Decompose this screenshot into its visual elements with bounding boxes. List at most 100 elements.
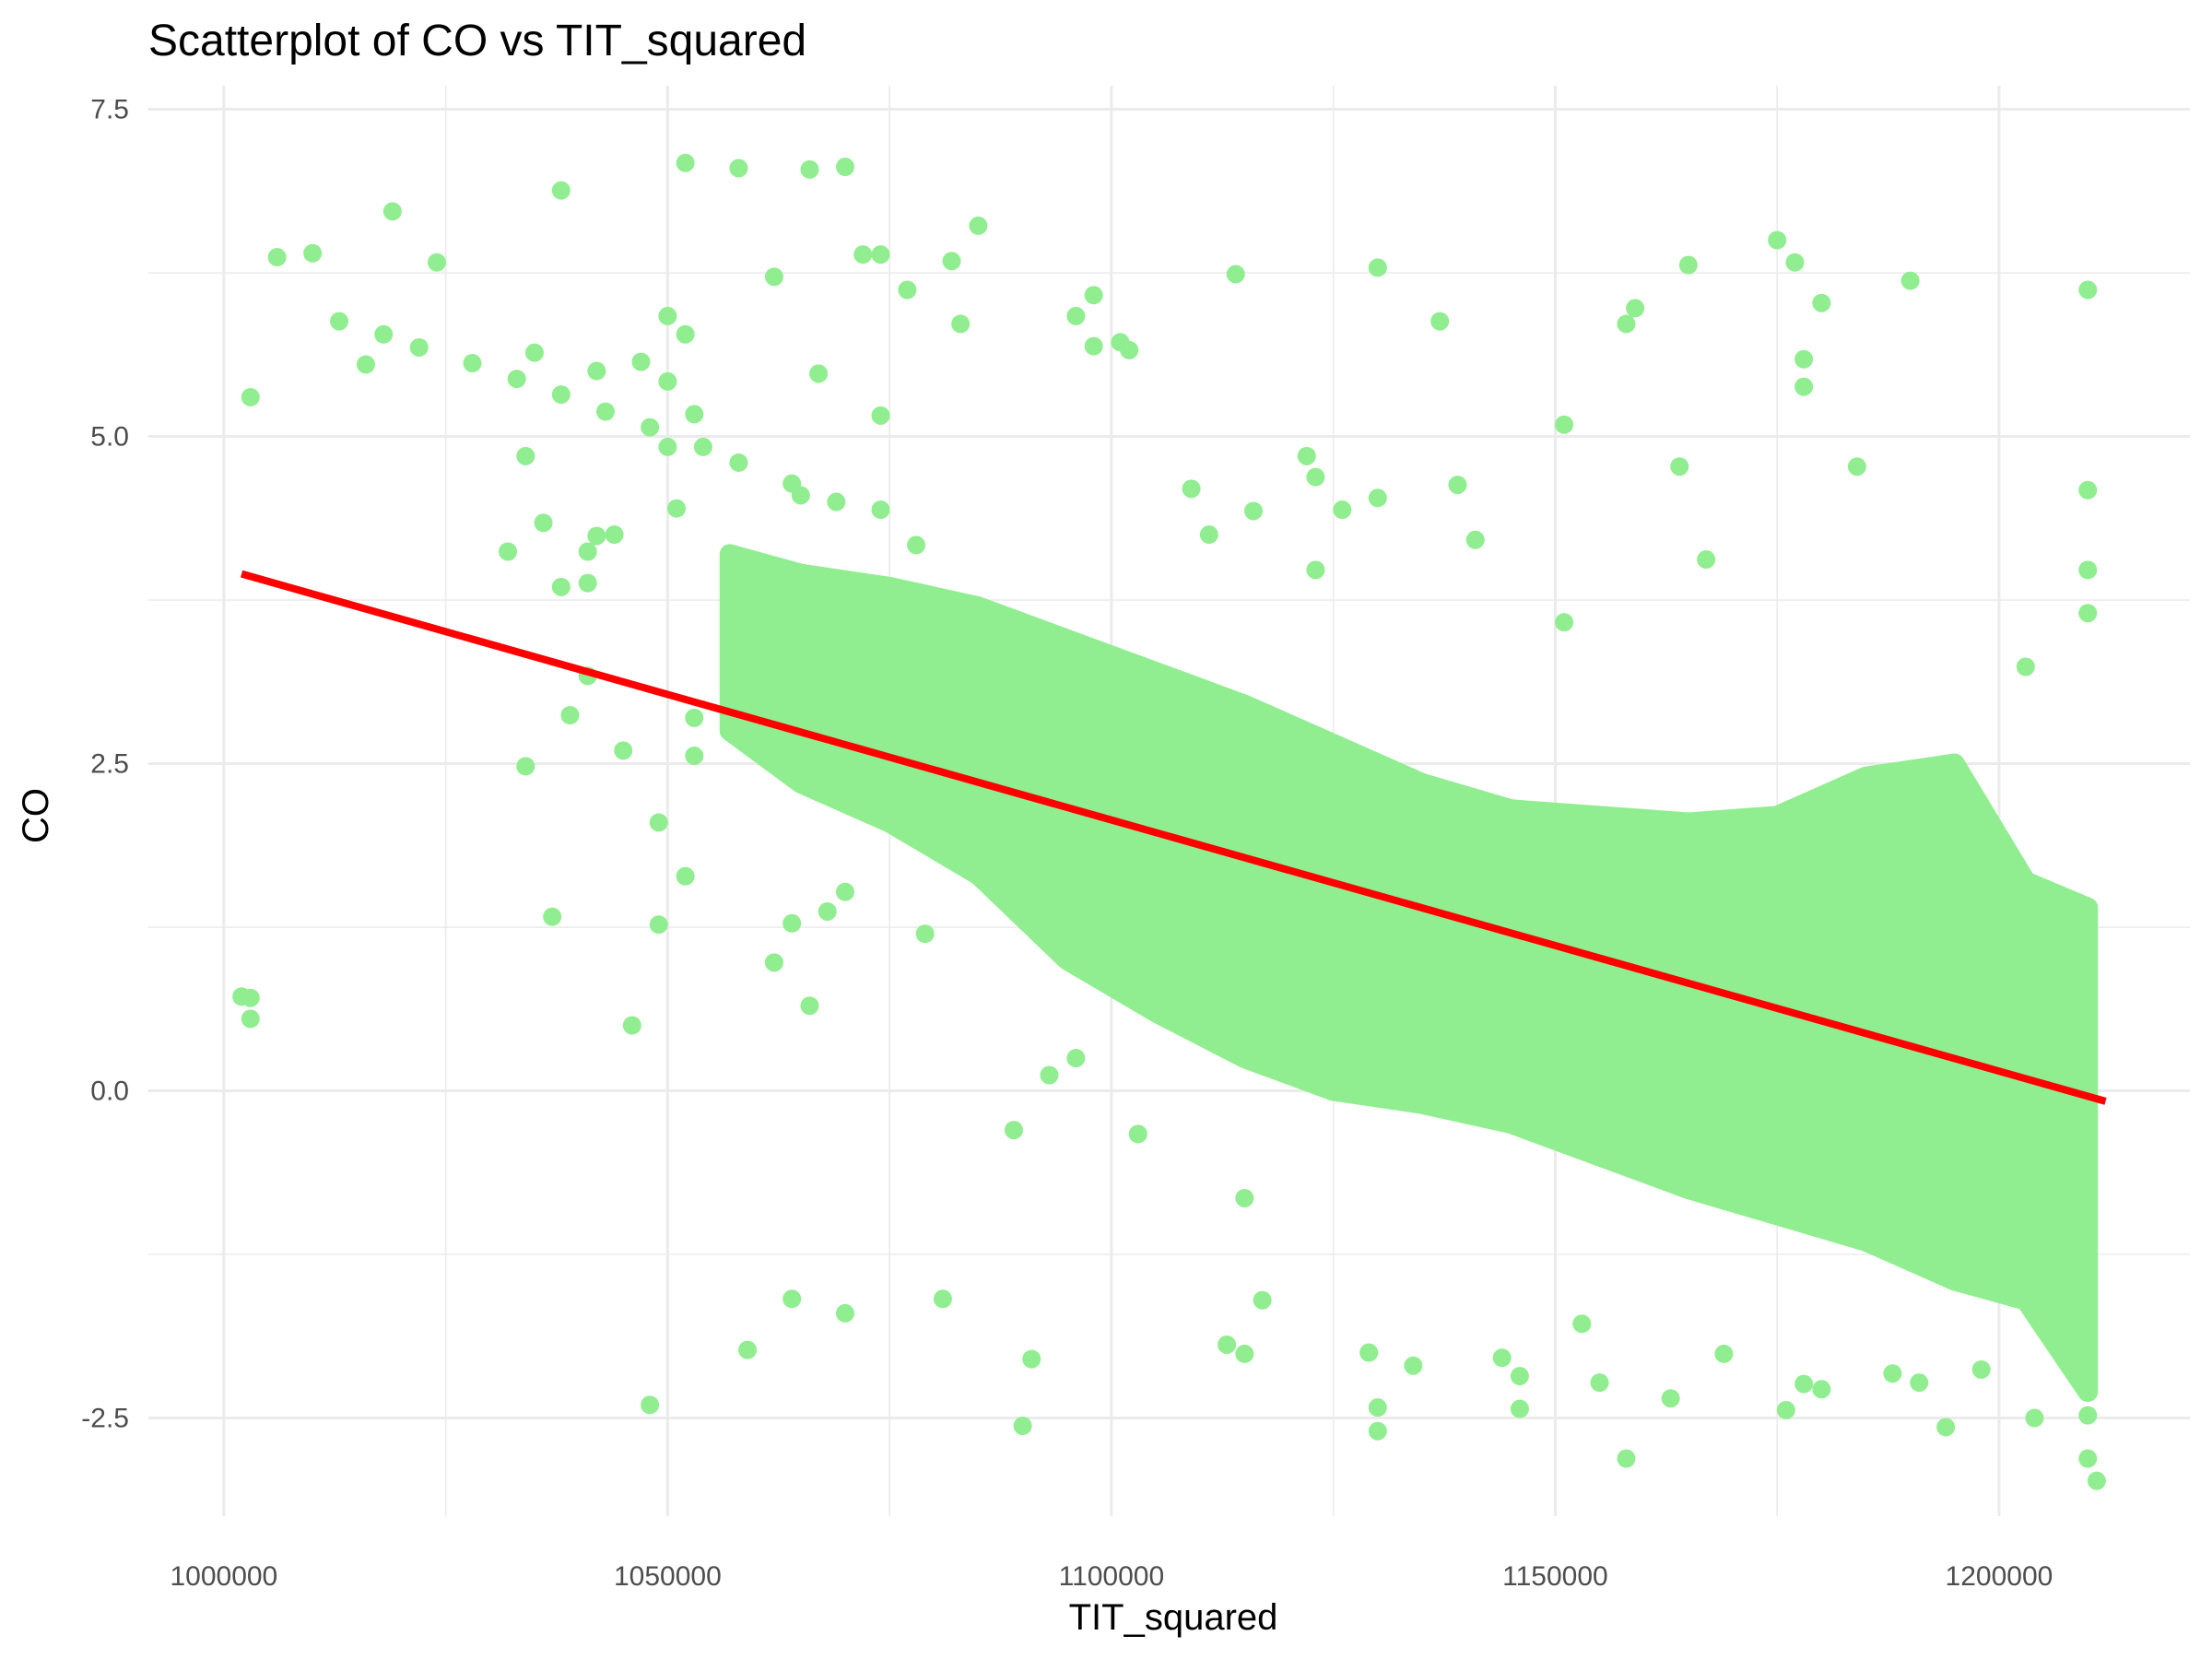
scatter-point (649, 915, 668, 935)
scatter-point (1847, 457, 1866, 477)
scatter-point (1617, 1449, 1636, 1468)
scatter-point (578, 542, 597, 561)
scatter-point (658, 437, 677, 456)
scatter-point (782, 913, 802, 933)
y-tick-label: -2.5 (81, 1404, 129, 1434)
scatter-point (631, 352, 651, 371)
scatter-point (649, 813, 668, 832)
scatter-point (658, 371, 677, 391)
scatter-point (551, 181, 571, 200)
scatter-point (1971, 1359, 1991, 1379)
scatter-point (1555, 613, 1574, 632)
scatter-point (685, 405, 704, 424)
scatter-point (1776, 1400, 1795, 1419)
y-tick-label: 2.5 (90, 749, 129, 780)
scatter-point (534, 513, 553, 533)
scatter-point (1768, 230, 1787, 250)
scatter-point (499, 542, 518, 561)
scatter-point (942, 252, 961, 271)
scatter-point (2025, 1408, 2044, 1428)
scatter-point (578, 573, 597, 593)
scatter-point (1670, 457, 1689, 477)
scatter-point (1794, 1374, 1814, 1394)
scatter-point (871, 406, 890, 425)
scatter-point (587, 361, 606, 381)
x-tick-label: 1150000 (1502, 1561, 1608, 1592)
scatter-point (2087, 1471, 2106, 1490)
scatter-point (853, 245, 873, 265)
scatter-point (2078, 1406, 2098, 1425)
scatter-point (835, 158, 854, 177)
scatter-point (1066, 1049, 1086, 1068)
scatter-point (605, 525, 624, 545)
scatter-point (835, 1303, 854, 1323)
scatter-point (1794, 349, 1814, 369)
scatter-point (907, 535, 926, 555)
scatter-point (809, 364, 829, 383)
scatter-point (1306, 467, 1325, 487)
y-tick-label: 0.0 (90, 1077, 129, 1107)
scatter-point (2078, 280, 2098, 300)
scatter-point (1900, 271, 1920, 290)
scatter-point (1368, 1421, 1387, 1441)
scatter-point (1626, 299, 1645, 318)
scatter-point (1368, 258, 1387, 277)
scatter-point (782, 1289, 802, 1309)
scatter-point (1794, 377, 1814, 396)
scatter-point (463, 354, 482, 373)
scatter-point (1368, 1398, 1387, 1418)
scatter-point (516, 446, 535, 465)
scatter-point (1812, 293, 1831, 312)
scatter-point (871, 500, 890, 520)
scatter-point (1936, 1418, 1956, 1437)
x-tick-label: 1200000 (1946, 1561, 2053, 1592)
scatter-point (595, 402, 615, 421)
scatter-point (1004, 1121, 1023, 1140)
scatter-point (1812, 1380, 1831, 1399)
scatter-points-layer (232, 153, 2106, 1490)
scatter-point (1404, 1356, 1423, 1375)
scatter-point (1235, 1344, 1254, 1363)
scatter-point (1066, 306, 1086, 325)
scatter-point (2078, 560, 2098, 580)
x-axis-title: TIT_squared (1069, 1597, 1278, 1638)
scatter-point (676, 153, 695, 172)
scatter-point (693, 437, 712, 456)
scatter-point (1590, 1373, 1609, 1393)
scatter-point (1678, 255, 1698, 275)
y-axis-title: CO (16, 788, 56, 843)
scatter-point (1084, 286, 1103, 305)
scatter-point (1306, 560, 1325, 580)
x-tick-label: 1100000 (1059, 1561, 1165, 1592)
scatter-point (764, 953, 783, 972)
scatter-point (1492, 1348, 1512, 1368)
scatter-point (1555, 415, 1574, 434)
y-tick-label: 5.0 (90, 422, 129, 453)
scatter-point (303, 243, 323, 263)
scatter-point (241, 1009, 260, 1029)
y-tick-label: 7.5 (90, 95, 129, 125)
scatter-point (1022, 1349, 1041, 1369)
scatter-point (641, 418, 660, 437)
scatter-point (2016, 657, 2035, 677)
scatter-point (1120, 340, 1139, 359)
scatter-point (622, 1016, 641, 1035)
scatter-point (267, 248, 287, 267)
scatter-point (676, 866, 695, 886)
trend-line-layer (241, 570, 2107, 1105)
point-cloud (719, 544, 2099, 1403)
scatter-point (1617, 314, 1636, 334)
scatter-point (915, 924, 935, 944)
scatter-point (1448, 476, 1467, 495)
scatter-point (543, 907, 562, 926)
scatter-point (764, 267, 783, 287)
scatter-point (1430, 312, 1450, 331)
scatter-point (871, 245, 890, 265)
point-cloud-layer (719, 544, 2099, 1403)
scatter-point (800, 996, 819, 1016)
scatter-point (560, 705, 580, 724)
scatter-point (791, 486, 810, 505)
scatter-point (1235, 1188, 1254, 1207)
scatter-point (1359, 1343, 1379, 1362)
scatter-point (1243, 501, 1263, 521)
